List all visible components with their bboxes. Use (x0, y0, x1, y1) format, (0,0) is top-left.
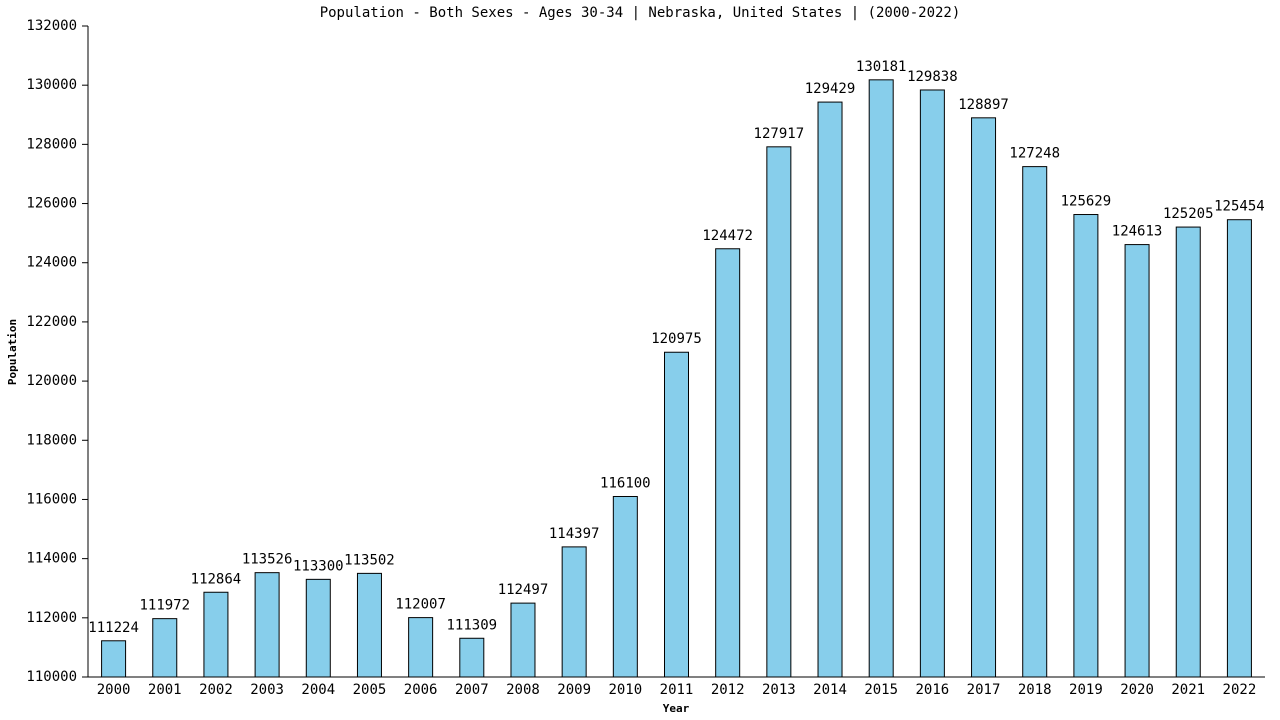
y-tick-label: 110000 (26, 669, 77, 685)
value-label: 128897 (958, 97, 1009, 113)
y-tick-label: 122000 (26, 314, 77, 330)
value-label: 124613 (1112, 224, 1163, 240)
x-tick-label: 2019 (1069, 682, 1103, 698)
x-tick-label: 2013 (762, 682, 796, 698)
value-label: 111224 (88, 620, 139, 636)
value-label: 130181 (856, 59, 907, 75)
bar (919, 89, 945, 678)
bar (971, 117, 997, 678)
x-tick-label: 2009 (557, 682, 591, 698)
value-label: 111972 (139, 598, 190, 614)
y-tick-label: 126000 (26, 196, 77, 212)
bar (356, 572, 382, 678)
bar (561, 546, 587, 678)
x-tick-label: 2020 (1120, 682, 1154, 698)
x-tick-label: 2003 (250, 682, 284, 698)
value-label: 124472 (702, 228, 753, 244)
bar (1073, 214, 1099, 678)
value-label: 129838 (907, 69, 958, 85)
bar (459, 637, 485, 678)
x-tick-label: 2015 (864, 682, 898, 698)
value-label: 114397 (549, 526, 600, 542)
x-tick-label: 2001 (148, 682, 182, 698)
chart-title: Population - Both Sexes - Ages 30-34 | N… (320, 5, 961, 21)
x-tick-label: 2017 (967, 682, 1001, 698)
value-label: 113502 (344, 552, 395, 568)
bar (305, 578, 331, 678)
x-tick-label: 2012 (711, 682, 745, 698)
y-tick-label: 124000 (26, 255, 77, 271)
value-label: 125205 (1163, 206, 1214, 222)
bar (715, 248, 741, 678)
bar (664, 351, 689, 678)
value-label: 127917 (754, 126, 805, 142)
bar (766, 146, 792, 678)
y-axis-label: Population (6, 319, 19, 385)
bar (817, 101, 843, 678)
x-tick-label: 2000 (97, 682, 131, 698)
value-label: 111309 (447, 617, 498, 633)
y-tick-label: 120000 (26, 373, 77, 389)
value-label: 127248 (1009, 146, 1060, 162)
bar (868, 79, 894, 678)
bar (408, 617, 434, 678)
x-tick-label: 2005 (353, 682, 387, 698)
y-tick-label: 132000 (26, 18, 77, 34)
y-tick-label: 116000 (26, 491, 77, 507)
bar (1022, 166, 1048, 678)
value-label: 112497 (498, 582, 549, 598)
value-label: 129429 (805, 81, 856, 97)
x-tick-label: 2010 (608, 682, 642, 698)
x-tick-label: 2007 (455, 682, 489, 698)
y-tick-label: 130000 (26, 77, 77, 93)
x-tick-label: 2014 (813, 682, 847, 698)
y-tick-label: 128000 (26, 136, 77, 152)
y-tick-label: 118000 (26, 432, 77, 448)
value-label: 112864 (191, 571, 242, 587)
x-tick-label: 2011 (660, 682, 694, 698)
value-label: 116100 (600, 475, 651, 491)
value-label: 125454 (1214, 199, 1265, 215)
value-label: 112007 (395, 597, 446, 613)
bar (1175, 226, 1201, 678)
x-tick-label: 2002 (199, 682, 233, 698)
x-tick-label: 2004 (301, 682, 335, 698)
value-label: 120975 (651, 331, 702, 347)
x-tick-label: 2022 (1223, 682, 1257, 698)
value-label: 113526 (242, 552, 293, 568)
x-axis-label: Year (663, 702, 690, 715)
bar (1226, 219, 1252, 678)
bar (254, 572, 280, 678)
bar (101, 640, 127, 678)
x-tick-label: 2021 (1171, 682, 1205, 698)
bar (612, 495, 638, 678)
bar (203, 591, 229, 678)
x-tick-label: 2008 (506, 682, 540, 698)
y-tick-label: 114000 (26, 551, 77, 567)
bar (510, 602, 536, 678)
x-tick-label: 2018 (1018, 682, 1052, 698)
bar (152, 618, 178, 678)
value-label: 113300 (293, 558, 344, 574)
bar (1124, 244, 1150, 678)
y-tick-label: 112000 (26, 610, 77, 626)
x-tick-label: 2016 (916, 682, 950, 698)
x-tick-label: 2006 (404, 682, 438, 698)
value-label: 125629 (1061, 194, 1112, 210)
